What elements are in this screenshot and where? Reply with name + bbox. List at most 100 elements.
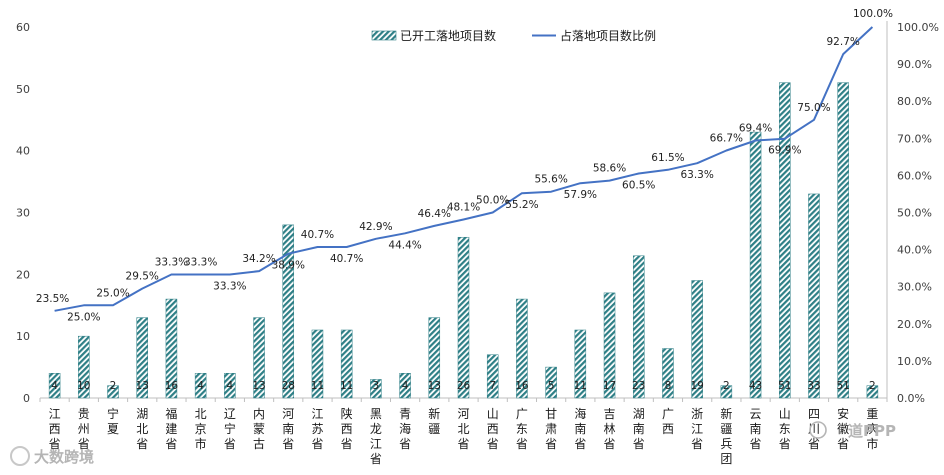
- category-label: 重庆市: [866, 407, 878, 451]
- bar-value-label: 19: [690, 380, 703, 392]
- left-tick-label: 50: [16, 83, 30, 96]
- line-value-label: 40.7%: [301, 229, 334, 241]
- line-value-label: 100.0%: [853, 8, 893, 20]
- line-value-label: 69.4%: [739, 123, 772, 135]
- line-value-label: 46.4%: [418, 208, 451, 220]
- bar: [457, 236, 470, 399]
- bar: [194, 373, 207, 399]
- category-label: 宁夏: [107, 406, 119, 436]
- category-label: 湖北省: [136, 406, 148, 451]
- line-value-label: 55.2%: [505, 199, 538, 211]
- line-value-labels: 23.5%25.0%25.0%29.5%33.3%33.3%33.3%34.2%…: [36, 8, 893, 323]
- bar-value-label: 23: [632, 380, 645, 392]
- line-value-label: 75.0%: [797, 102, 830, 114]
- bar-value-label: 51: [778, 380, 791, 392]
- ratio-line: [54, 26, 874, 312]
- bar-value-label: 13: [252, 380, 265, 392]
- bar-value-label: 11: [340, 380, 353, 392]
- category-label: 山东省: [779, 407, 791, 451]
- bar: [837, 82, 849, 399]
- line-value-label: 58.6%: [593, 163, 626, 175]
- category-label: 福建省: [165, 406, 177, 451]
- left-tick-label: 60: [16, 21, 30, 34]
- line-series: [54, 26, 874, 312]
- line-value-label: 44.4%: [388, 239, 421, 251]
- line-value-label: 48.1%: [447, 202, 480, 214]
- legend-bar-swatch: [371, 30, 397, 41]
- watermark-right: 道PPP: [848, 422, 896, 440]
- bar: [545, 366, 557, 399]
- bar: [632, 255, 645, 399]
- category-label: 云南省: [750, 407, 762, 451]
- line-value-label: 42.9%: [359, 221, 392, 233]
- legend: 已开工落地项目数 占落地项目数比例: [371, 28, 656, 43]
- line-value-label: 57.9%: [564, 189, 597, 201]
- bar: [808, 193, 820, 399]
- watermark-left: 大数跨境: [34, 448, 94, 466]
- bar-value-label: 2: [869, 380, 876, 392]
- line-value-label: 69.9%: [768, 145, 801, 157]
- bar-value-label: 13: [136, 380, 149, 392]
- left-axis: 0 10 20 30 40 50 60: [16, 21, 30, 405]
- bar-value-label: 16: [165, 380, 179, 392]
- line-value-label: 63.3%: [680, 169, 713, 181]
- left-tick-label: 30: [16, 207, 30, 220]
- watermarks: 大数跨境 道PPP: [10, 421, 896, 466]
- bar: [311, 329, 324, 399]
- category-label: 陕西省: [341, 406, 353, 451]
- bar-value-label: 7: [489, 380, 496, 392]
- left-tick-label: 0: [23, 392, 30, 405]
- bar: [136, 317, 148, 399]
- bar: [428, 317, 441, 399]
- bar: [603, 292, 616, 399]
- right-tick-label: 100.0%: [897, 21, 939, 34]
- line-value-label: 34.2%: [242, 253, 275, 265]
- category-label: 新疆兵团: [720, 406, 732, 466]
- bar: [224, 373, 236, 399]
- bar-value-label: 2: [723, 380, 730, 392]
- bar-value-label: 26: [457, 380, 471, 392]
- right-axis: 0.0% 10.0% 20.0% 30.0% 40.0% 50.0% 60.0% 70.0% 8…: [897, 21, 939, 405]
- line-value-label: 66.7%: [710, 133, 743, 145]
- right-tick-label: 10.0%: [897, 355, 932, 368]
- watermark-logo-icon: [10, 446, 30, 466]
- bar: [574, 329, 587, 399]
- line-value-label: 38.9%: [272, 260, 305, 272]
- bar: [340, 329, 353, 399]
- bar-value-label: 13: [428, 380, 441, 392]
- bar-value-labels: 4 10 2 13 16 4 4 13 28 11 11 3 4 13 26 7 16 5 11 17 23 8 19 2 43…: [51, 380, 875, 392]
- bar-value-label: 33: [807, 380, 820, 392]
- bar: [282, 224, 295, 399]
- line-value-label: 50.0%: [476, 195, 509, 207]
- category-label: 青海省: [399, 407, 411, 451]
- category-label: 江西省: [49, 407, 61, 451]
- bar: [720, 385, 733, 399]
- bar-value-label: 4: [402, 380, 409, 392]
- bar-value-label: 28: [282, 380, 295, 392]
- bar-value-label: 16: [515, 380, 529, 392]
- category-label: 江苏省: [311, 407, 323, 451]
- category-label: 内蒙古: [253, 407, 265, 451]
- category-label: 北京市: [195, 407, 207, 451]
- bar-value-label: 4: [197, 380, 204, 392]
- left-tick-label: 20: [16, 268, 30, 281]
- right-tick-label: 90.0%: [897, 58, 932, 71]
- category-axis: 江西省 贵州省 宁夏 湖北省 福建省 北京市 辽宁省 内蒙古 河南省 江苏省 陕西省 黑龙江省 青海省 新…: [49, 406, 879, 466]
- bar-series: [48, 82, 879, 399]
- bar: [662, 348, 674, 399]
- bar-value-label: 10: [77, 380, 90, 392]
- line-value-label: 33.3%: [213, 280, 246, 292]
- category-label: 河南省: [282, 407, 294, 451]
- line-value-label: 23.5%: [36, 293, 69, 305]
- category-label: 黑龙江省: [370, 407, 382, 466]
- bar: [370, 379, 382, 399]
- bar: [165, 298, 178, 399]
- category-label: 吉林省: [604, 407, 616, 451]
- right-tick-label: 20.0%: [897, 318, 932, 331]
- bar: [107, 385, 119, 399]
- bar-value-label: 43: [749, 380, 762, 392]
- bar: [399, 373, 411, 399]
- right-tick-label: 40.0%: [897, 244, 932, 257]
- bar: [691, 280, 703, 399]
